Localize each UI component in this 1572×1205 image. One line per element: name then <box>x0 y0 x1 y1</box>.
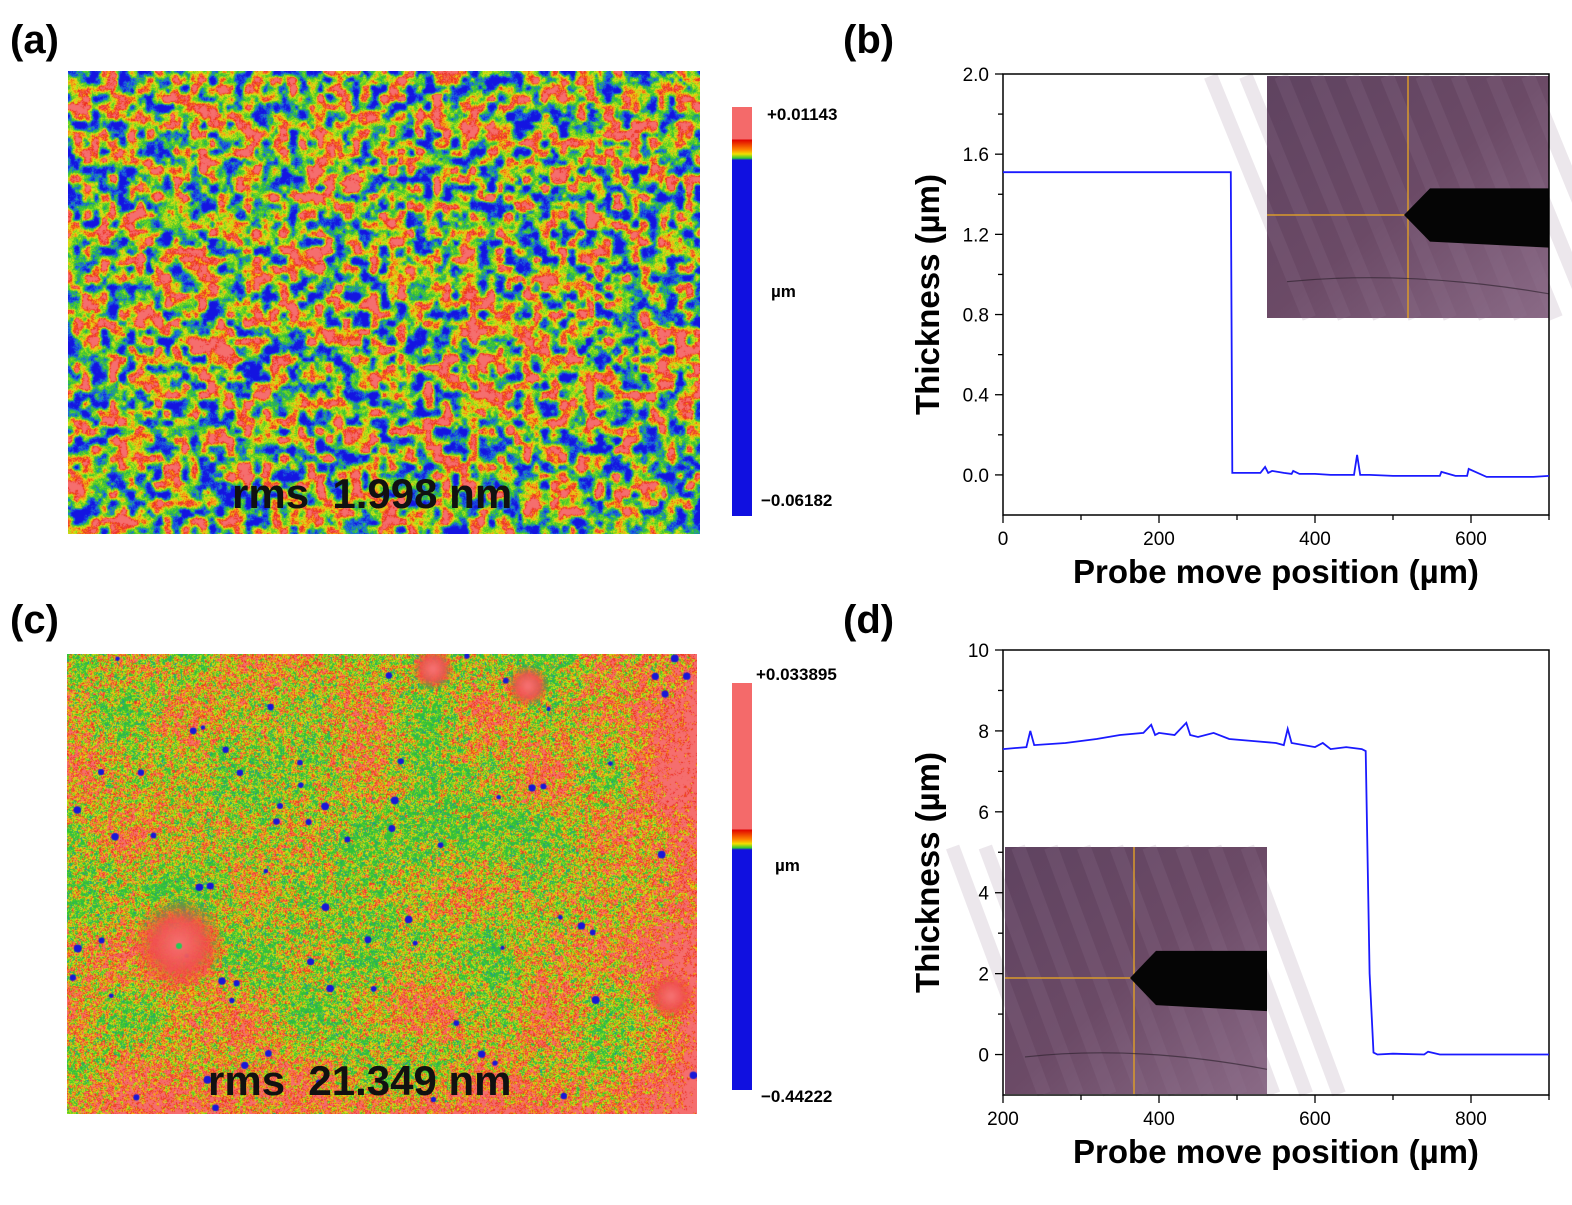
y-axis-title: Thickness (µm) <box>909 752 946 993</box>
y-tick-label: 6 <box>978 803 989 824</box>
x-tick-label: 600 <box>1299 1109 1331 1130</box>
inset-streak <box>1239 73 1352 321</box>
x-tick-label: 400 <box>1143 1109 1175 1130</box>
panel-label-d: (d) <box>843 598 895 642</box>
height-map-a <box>68 71 700 534</box>
y-tick-label: 0.0 <box>963 466 989 487</box>
plot-frame <box>1002 73 1550 516</box>
x-axis-title: Probe move position (µm) <box>1073 1133 1479 1170</box>
thickness-chart-b: 0 200 400 600 0.0 0.4 0.8 1.2 1.6 2.0 Probe move p… <box>909 65 1572 590</box>
x-tick-label: 200 <box>1143 529 1175 550</box>
scratch-line <box>1024 1052 1268 1070</box>
probe-tip <box>1404 188 1549 248</box>
colorbar-a-unit: µm <box>771 282 796 301</box>
y-tick-label: 1.6 <box>963 145 989 166</box>
y-tick-label: 2 <box>978 965 989 986</box>
series-line <box>1002 721 1549 1056</box>
x-tick-label: 800 <box>1455 1109 1487 1130</box>
colorbar-c-min: −0.44222 <box>761 1087 833 1106</box>
y-tick-label: 0 <box>978 1046 989 1067</box>
y-tick-label: 4 <box>978 884 989 905</box>
inset-streak <box>978 844 1084 1097</box>
colorbar-a-min: −0.06182 <box>761 491 833 510</box>
y-tick-label: 0.4 <box>963 386 990 407</box>
inset-streak <box>1077 844 1182 1097</box>
scratch-line <box>1286 277 1550 295</box>
x-tick-label: 200 <box>987 1109 1019 1130</box>
y-tick-label: 10 <box>968 641 989 662</box>
probe-inset-image <box>1204 73 1572 321</box>
y-tick-label: 8 <box>978 722 989 743</box>
y-axis-title: Thickness (µm) <box>909 174 946 415</box>
inset-streak <box>1345 73 1457 321</box>
rms-label-c: rms 21.349 nm <box>208 1057 512 1104</box>
panel-label-b: (b) <box>843 18 895 62</box>
inset-streak <box>1240 844 1346 1097</box>
colorbar-c <box>732 683 752 1090</box>
colorbar-c-unit: µm <box>775 856 800 875</box>
panel-label-a: (a) <box>10 18 59 62</box>
probe-inset-image <box>946 844 1346 1097</box>
inset-streak <box>1521 73 1572 203</box>
x-tick-label: 400 <box>1299 529 1331 550</box>
inset-streak <box>1204 73 1316 321</box>
y-tick-label: 2.0 <box>963 65 989 86</box>
y-tick-label: 1.2 <box>963 225 989 246</box>
x-axis-title: Probe move position (µm) <box>1073 553 1479 590</box>
x-tick-label: 600 <box>1455 529 1487 550</box>
plot-frame <box>1002 649 1550 1096</box>
y-tick-label: 0.8 <box>963 306 989 327</box>
colorbar-a-max: +0.01143 <box>767 105 838 124</box>
rms-label-a: rms 1.998 nm <box>232 470 513 517</box>
height-map-c <box>67 654 697 1114</box>
probe-tip <box>1130 950 1267 1012</box>
colorbar-c-max: +0.033895 <box>756 665 837 684</box>
panel-label-c: (c) <box>10 598 59 642</box>
x-tick-label: 0 <box>998 529 1009 550</box>
colorbar-a <box>732 107 752 516</box>
series-line <box>1003 171 1550 478</box>
inset-streak <box>946 844 1051 1097</box>
